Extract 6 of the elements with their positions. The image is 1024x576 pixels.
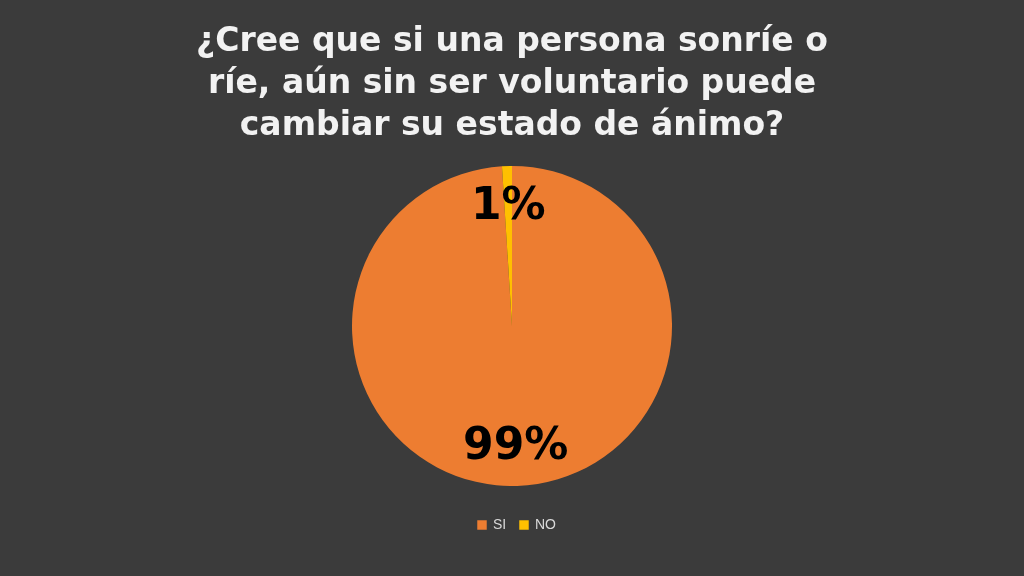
- pie-slice: [352, 166, 672, 486]
- chart-title: ¿Cree que si una persona sonríe o ríe, aún sin ser voluntario puede cambiar su estado de ánimo?: [196, 20, 828, 143]
- legend-label: NO: [535, 516, 557, 532]
- legend-label: SI: [493, 516, 507, 532]
- data-label: 1%: [470, 178, 546, 230]
- data-label: 99%: [463, 417, 569, 469]
